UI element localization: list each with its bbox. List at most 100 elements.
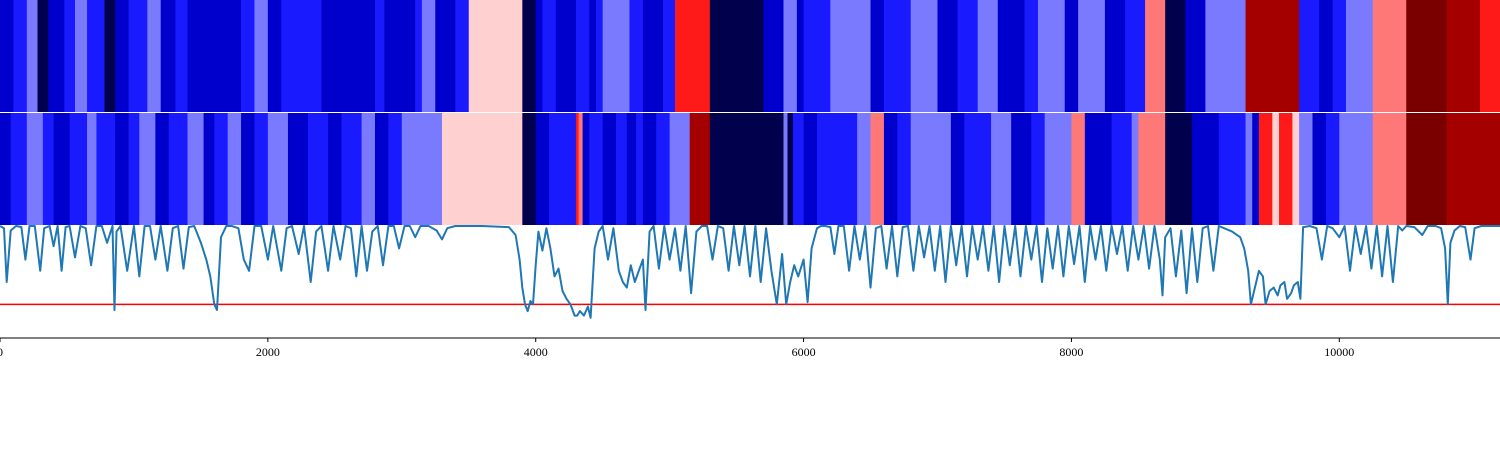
heatmap-top-cell bbox=[1372, 0, 1407, 112]
heatmap-middle-cell bbox=[1011, 113, 1032, 225]
heatmap-top-cell bbox=[64, 0, 76, 112]
heatmap-middle-cell bbox=[1446, 113, 1467, 225]
heatmap-top-cell bbox=[870, 0, 885, 112]
heatmap-top-cell bbox=[384, 0, 416, 112]
heatmap-middle-cell bbox=[1165, 113, 1193, 225]
heatmap-top-cell bbox=[75, 0, 88, 112]
heatmap-middle-cell bbox=[582, 113, 590, 225]
heatmap-top-cell bbox=[308, 0, 322, 112]
heatmap-middle-cell bbox=[267, 113, 289, 225]
heatmap-middle-cell bbox=[1031, 113, 1046, 225]
heatmap-middle-cell bbox=[1406, 113, 1447, 225]
heatmap-top-cell bbox=[937, 0, 958, 112]
heatmap-middle-cell bbox=[1466, 113, 1500, 225]
heatmap-top-cell bbox=[421, 0, 436, 112]
heatmap-top-cell bbox=[1345, 0, 1374, 112]
heatmap-top-cell bbox=[883, 0, 912, 112]
heatmap-top-cell bbox=[0, 0, 14, 112]
heatmap-middle-cell bbox=[1325, 113, 1340, 225]
heatmap-middle-cell bbox=[328, 113, 342, 225]
heatmap-middle-cell bbox=[375, 113, 389, 225]
heatmap-middle-cell bbox=[575, 113, 579, 225]
heatmap-middle-cell bbox=[1071, 113, 1086, 225]
line-panel bbox=[0, 225, 1500, 338]
heatmap-middle-cell bbox=[26, 113, 44, 225]
heatmap-middle-cell bbox=[522, 113, 537, 225]
heatmap-top-cell bbox=[375, 0, 385, 112]
heatmap-middle-cell bbox=[1312, 113, 1327, 225]
heatmap-top-cell bbox=[267, 0, 282, 112]
heatmap-middle-cell bbox=[535, 113, 550, 225]
heatmap-top-cell bbox=[187, 0, 242, 112]
heatmap-top-cell bbox=[589, 0, 597, 112]
heatmap-middle-cell bbox=[1245, 113, 1253, 225]
heatmap-middle-cell bbox=[1064, 113, 1072, 225]
heatmap-top-cell bbox=[555, 0, 577, 112]
heatmap-middle-cell bbox=[669, 113, 691, 225]
heatmap-middle-cell bbox=[361, 113, 376, 225]
heatmap-top-cell bbox=[595, 0, 604, 112]
heatmap-middle-cell bbox=[1252, 113, 1260, 225]
heatmap-middle-cell bbox=[254, 113, 269, 225]
heatmap-top-cell bbox=[115, 0, 129, 112]
heatmap-top-cell bbox=[1245, 0, 1300, 112]
heatmap-middle-cell bbox=[1258, 113, 1273, 225]
heatmap-top-cell bbox=[1479, 0, 1500, 112]
heatmap-middle-cell bbox=[441, 113, 523, 225]
heatmap-middle-cell bbox=[910, 113, 952, 225]
heatmap-top-cell bbox=[1037, 0, 1066, 112]
heatmap-top bbox=[0, 0, 1500, 112]
heatmap-top-cell bbox=[13, 0, 28, 112]
heatmap-middle-cell bbox=[1084, 113, 1113, 225]
heatmap-top-cell bbox=[147, 0, 162, 112]
heatmap-middle-cell bbox=[388, 113, 403, 225]
heatmap-top-cell bbox=[977, 0, 999, 112]
heatmap-top-cell bbox=[602, 0, 630, 112]
heatmap-top-cell bbox=[321, 0, 376, 112]
series-line-0 bbox=[0, 225, 1500, 319]
heatmap-middle-cell bbox=[589, 113, 604, 225]
heatmap-top-cell bbox=[910, 0, 938, 112]
heatmap-top-cell bbox=[1406, 0, 1447, 112]
heatmap-top-cell bbox=[803, 0, 831, 112]
heatmap-top-cell bbox=[662, 0, 676, 112]
x-tick-label: 10000 bbox=[1324, 345, 1354, 359]
heatmap-middle-cell bbox=[139, 113, 156, 225]
heatmap-middle-cell bbox=[1131, 113, 1139, 225]
x-axis: 0 2000 4000 6000 8000 10000 bbox=[0, 337, 1500, 359]
x-tick-label: 8000 bbox=[1059, 345, 1083, 359]
heatmap-top-cell bbox=[675, 0, 711, 112]
heatmap-middle-cell bbox=[1218, 113, 1246, 225]
heatmap-middle-cell bbox=[626, 113, 637, 225]
heatmap-top-cell bbox=[128, 0, 148, 112]
heatmap-middle-cell bbox=[115, 113, 129, 225]
heatmap-middle-cell bbox=[1138, 113, 1166, 225]
heatmap-middle-cell bbox=[1292, 113, 1300, 225]
heatmap-middle-cell bbox=[1339, 113, 1374, 225]
heatmap-top-cell bbox=[796, 0, 804, 112]
heatmap-middle-cell bbox=[42, 113, 54, 225]
heatmap-top-cell bbox=[160, 0, 176, 112]
heatmap-middle-cell bbox=[1191, 113, 1220, 225]
heatmap-middle-cell bbox=[10, 113, 28, 225]
heatmap-middle-cell bbox=[1111, 113, 1133, 225]
heatmap-middle-cell bbox=[870, 113, 885, 225]
heatmap-middle-cell bbox=[0, 113, 12, 225]
heatmap-top-cell bbox=[1319, 0, 1333, 112]
heatmap-top-cell bbox=[1185, 0, 1206, 112]
heatmap-middle-cell bbox=[549, 113, 577, 225]
heatmap-top-cell bbox=[415, 0, 423, 112]
heatmap-middle-cell bbox=[1299, 113, 1313, 225]
heatmap-middle-cell bbox=[578, 113, 583, 225]
heatmap-middle-cell bbox=[857, 113, 871, 225]
heatmap-top-cell bbox=[281, 0, 309, 112]
heatmap-middle bbox=[0, 113, 1500, 225]
heatmap-top-cell bbox=[629, 0, 644, 112]
heatmap-top-cell bbox=[241, 0, 255, 112]
heatmap-top-cell bbox=[254, 0, 269, 112]
heatmap-top-cell bbox=[1104, 0, 1126, 112]
heatmap-middle-cell bbox=[642, 113, 657, 225]
heatmap-middle-cell bbox=[214, 113, 229, 225]
heatmap-middle-cell bbox=[227, 113, 242, 225]
heatmap-top-cell bbox=[1024, 0, 1039, 112]
